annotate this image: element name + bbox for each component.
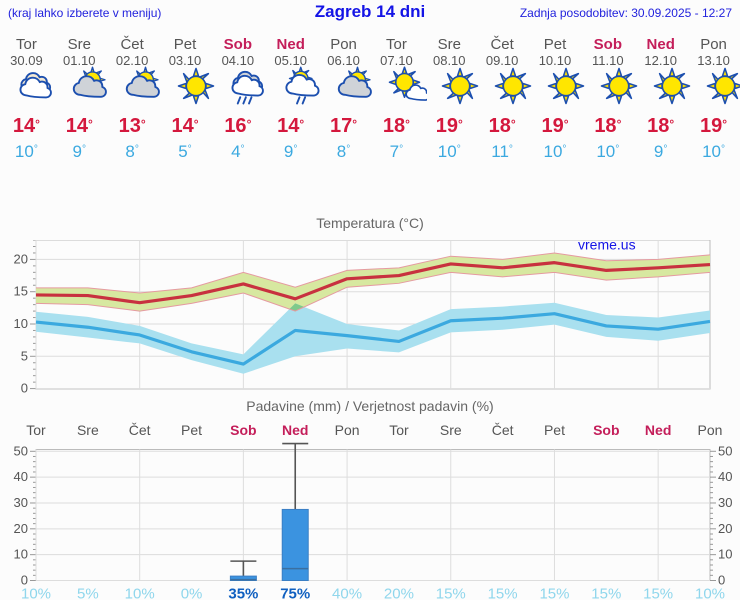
svg-text:vreme.us: vreme.us	[578, 240, 636, 253]
svg-text:20: 20	[14, 251, 28, 266]
svg-text:Ned: Ned	[645, 422, 671, 438]
svg-text:Tor: Tor	[389, 422, 409, 438]
svg-text:20%: 20%	[384, 586, 414, 600]
svg-text:Sre: Sre	[440, 422, 462, 438]
svg-text:Čet: Čet	[129, 422, 151, 438]
svg-text:5%: 5%	[77, 586, 99, 600]
svg-text:15%: 15%	[488, 586, 518, 600]
svg-text:40%: 40%	[332, 586, 362, 600]
svg-text:50: 50	[14, 443, 28, 458]
svg-text:15%: 15%	[591, 586, 621, 600]
svg-text:Čet: Čet	[492, 422, 514, 438]
svg-text:15: 15	[14, 284, 28, 299]
svg-text:10: 10	[14, 316, 28, 331]
svg-text:10: 10	[14, 547, 28, 562]
svg-text:0%: 0%	[181, 586, 203, 600]
svg-text:Ned: Ned	[282, 422, 308, 438]
svg-text:20: 20	[718, 521, 732, 536]
svg-text:35%: 35%	[228, 586, 258, 600]
svg-text:50: 50	[718, 443, 732, 458]
svg-text:Pon: Pon	[698, 422, 723, 438]
svg-text:30: 30	[14, 495, 28, 510]
svg-text:Sob: Sob	[593, 422, 619, 438]
svg-text:Pet: Pet	[544, 422, 565, 438]
svg-text:20: 20	[14, 521, 28, 536]
svg-text:75%: 75%	[280, 586, 310, 600]
svg-text:Sob: Sob	[230, 422, 256, 438]
svg-text:30: 30	[718, 495, 732, 510]
svg-text:10%: 10%	[125, 586, 155, 600]
svg-text:Pet: Pet	[181, 422, 202, 438]
svg-text:10: 10	[718, 547, 732, 562]
svg-text:15%: 15%	[539, 586, 569, 600]
svg-text:40: 40	[718, 469, 732, 484]
svg-text:10%: 10%	[695, 586, 725, 600]
svg-text:Pon: Pon	[335, 422, 360, 438]
svg-text:15%: 15%	[436, 586, 466, 600]
svg-text:15%: 15%	[643, 586, 673, 600]
svg-text:40: 40	[14, 469, 28, 484]
svg-text:Sre: Sre	[77, 422, 99, 438]
svg-text:Tor: Tor	[26, 422, 46, 438]
svg-text:5: 5	[21, 348, 28, 363]
svg-text:0: 0	[21, 381, 28, 394]
svg-text:10%: 10%	[21, 586, 51, 600]
